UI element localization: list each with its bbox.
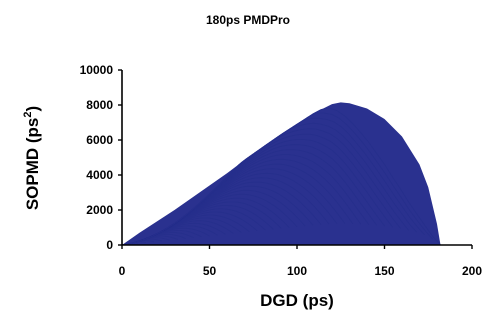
- y-tick-label: 10000: [80, 63, 114, 77]
- y-tick-label: 2000: [86, 203, 113, 217]
- y-axis-label-suffix: ): [23, 106, 42, 112]
- y-tick-label: 0: [106, 238, 113, 252]
- x-ticks: 0 50 100 150 200: [119, 245, 482, 278]
- y-tick-label: 8000: [86, 98, 113, 112]
- data-envelope: [122, 102, 441, 245]
- y-axis-label: SOPMD (ps2): [22, 106, 42, 210]
- y-axis-label-superscript: 2: [22, 111, 34, 117]
- x-tick-label: 0: [119, 264, 126, 278]
- x-tick-label: 50: [203, 264, 217, 278]
- data-curve: [121, 107, 441, 246]
- y-ticks: 0 2000 4000 6000 8000 10000: [80, 63, 122, 252]
- x-tick-label: 200: [462, 264, 482, 278]
- x-tick-label: 150: [374, 264, 394, 278]
- data-layer: [121, 102, 441, 246]
- chart-title: 180ps PMDPro: [206, 13, 290, 27]
- x-tick-label: 100: [287, 264, 307, 278]
- y-tick-label: 4000: [86, 168, 113, 182]
- plot-area: 0 2000 4000 6000 8000 10000 0 50 100 150 200: [80, 63, 483, 278]
- y-tick-label: 6000: [86, 133, 113, 147]
- x-axis-label: DGD (ps): [260, 291, 334, 310]
- y-axis-label-main: SOPMD (ps: [23, 118, 42, 211]
